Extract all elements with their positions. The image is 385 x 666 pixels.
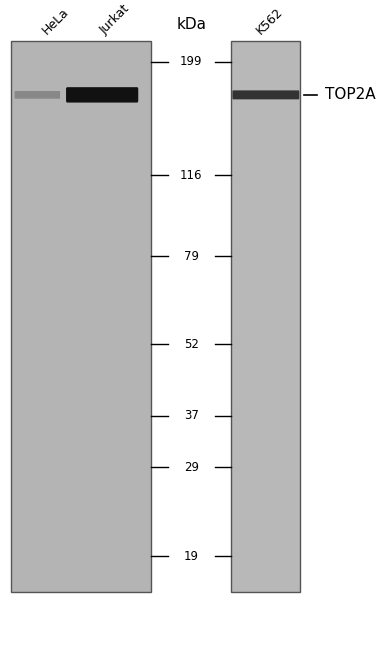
FancyBboxPatch shape <box>66 87 138 103</box>
Text: 116: 116 <box>180 168 203 182</box>
Bar <box>231 41 300 592</box>
Text: 29: 29 <box>184 461 199 474</box>
Text: TOP2A: TOP2A <box>325 87 375 103</box>
Text: 79: 79 <box>184 250 199 262</box>
Text: 199: 199 <box>180 55 203 68</box>
Bar <box>11 41 151 592</box>
FancyBboxPatch shape <box>15 91 60 99</box>
Text: K562: K562 <box>253 6 285 37</box>
Text: 52: 52 <box>184 338 199 351</box>
Text: kDa: kDa <box>176 17 206 32</box>
Text: 19: 19 <box>184 549 199 563</box>
Text: 37: 37 <box>184 410 199 422</box>
FancyBboxPatch shape <box>233 91 299 99</box>
Text: HeLa: HeLa <box>40 6 72 37</box>
Text: Jurkat: Jurkat <box>97 3 132 37</box>
